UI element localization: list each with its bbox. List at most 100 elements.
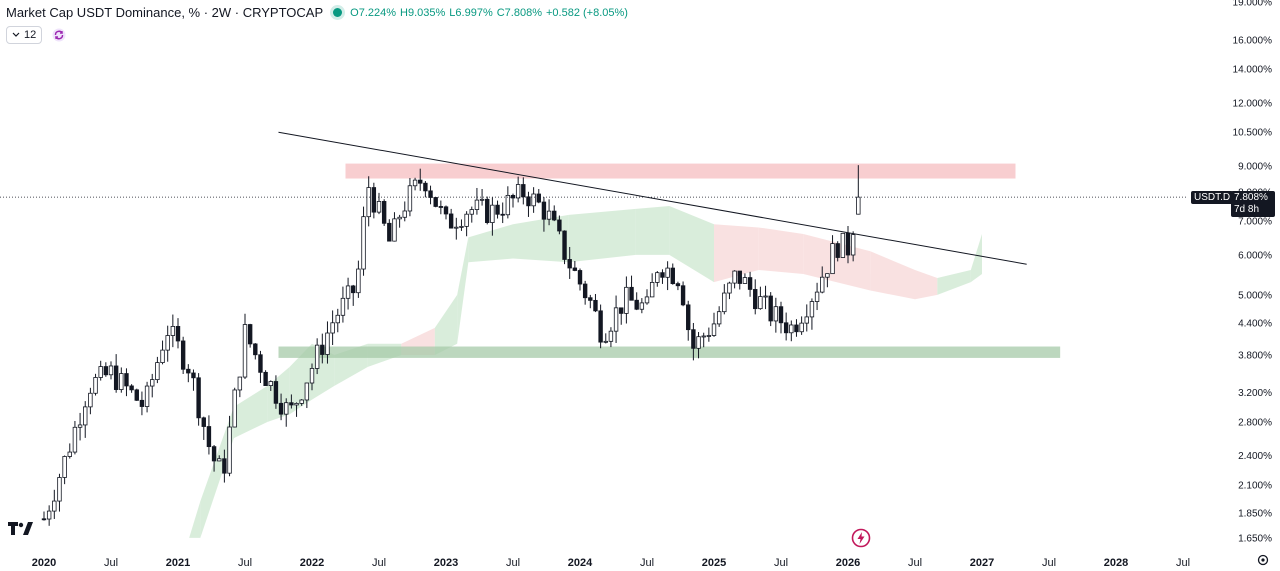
chart-header: Market Cap USDT Dominance, % · 2W · CRYP… bbox=[6, 5, 628, 20]
candle bbox=[88, 387, 93, 415]
trendline-layer bbox=[0, 131, 1188, 265]
candle bbox=[521, 177, 526, 205]
candle bbox=[325, 321, 330, 364]
cloud-segment bbox=[568, 208, 636, 263]
candle bbox=[144, 381, 150, 413]
tradingview-logo-icon[interactable] bbox=[8, 522, 34, 540]
change-value: +0.582 (+8.05%) bbox=[546, 6, 628, 19]
support-zone[interactable] bbox=[278, 346, 1061, 358]
ichimoku-cloud bbox=[189, 205, 982, 538]
candle bbox=[799, 316, 804, 335]
price-tick-label: 2.400% bbox=[1238, 451, 1272, 462]
candle bbox=[598, 304, 603, 349]
open-value: O7.224% bbox=[350, 6, 397, 19]
candle bbox=[742, 273, 748, 284]
candle bbox=[309, 363, 315, 391]
price-tick-label: 2.100% bbox=[1238, 481, 1272, 492]
resistance-zone[interactable] bbox=[345, 163, 1016, 179]
candle bbox=[196, 373, 201, 426]
time-tick-label: 2022 bbox=[300, 557, 324, 569]
time-tick-label: Jul bbox=[774, 557, 788, 569]
candle bbox=[825, 273, 830, 288]
candle bbox=[387, 219, 392, 242]
candle bbox=[237, 376, 243, 398]
cloud-segment bbox=[870, 251, 915, 300]
time-tick-label: 2025 bbox=[702, 557, 726, 569]
candle bbox=[129, 384, 134, 393]
candle bbox=[474, 187, 480, 215]
descending-trendline[interactable] bbox=[278, 131, 1027, 265]
interval-dropdown[interactable]: 12 bbox=[6, 26, 43, 44]
candle bbox=[165, 325, 170, 362]
candle bbox=[686, 300, 691, 341]
candle bbox=[314, 338, 320, 375]
candle bbox=[753, 279, 758, 315]
candle bbox=[562, 230, 567, 265]
candle bbox=[840, 232, 846, 258]
candle bbox=[732, 270, 737, 289]
symbol-title[interactable]: Market Cap USDT Dominance, % · 2W · CRYP… bbox=[6, 5, 324, 20]
candle bbox=[392, 212, 397, 242]
candle bbox=[809, 298, 815, 330]
candle bbox=[649, 273, 655, 298]
candle bbox=[464, 211, 469, 237]
candle bbox=[536, 189, 541, 204]
time-axis: 2020 Jul 2021 Jul 2022 Jul 2023 Jul 2024 Jul 2025 J… bbox=[32, 557, 1190, 569]
candle bbox=[340, 286, 346, 323]
candle bbox=[134, 388, 139, 401]
candle bbox=[546, 199, 552, 226]
candle bbox=[510, 193, 516, 208]
candle bbox=[670, 263, 675, 285]
price-tick-label: 16.000% bbox=[1233, 35, 1273, 46]
time-tick-label: Jul bbox=[1176, 557, 1190, 569]
candle bbox=[119, 367, 124, 393]
candle bbox=[418, 168, 423, 191]
price-tick-label: 2.800% bbox=[1238, 417, 1272, 428]
candle bbox=[706, 327, 712, 342]
candle bbox=[160, 340, 165, 365]
candle bbox=[830, 235, 835, 275]
candle bbox=[330, 310, 335, 345]
last-price-value: 7.808% bbox=[1234, 192, 1268, 203]
candle bbox=[155, 356, 160, 384]
candle bbox=[247, 323, 253, 348]
candle bbox=[737, 270, 742, 290]
gear-icon[interactable] bbox=[1256, 553, 1270, 567]
candle bbox=[758, 286, 763, 310]
sync-icon[interactable] bbox=[52, 28, 66, 42]
time-tick-label: 2027 bbox=[970, 557, 994, 569]
candle bbox=[515, 176, 521, 203]
candle bbox=[98, 360, 103, 381]
candle bbox=[722, 284, 727, 315]
candle bbox=[582, 280, 588, 305]
candle bbox=[820, 266, 825, 294]
cloud-segment bbox=[758, 227, 804, 274]
candle bbox=[459, 219, 464, 231]
candle bbox=[691, 322, 696, 361]
candle bbox=[495, 200, 500, 219]
candle bbox=[191, 369, 196, 391]
candle bbox=[72, 420, 78, 455]
candle bbox=[345, 277, 351, 310]
bar-countdown: 7d 8h bbox=[1234, 204, 1260, 215]
cloud-segment bbox=[803, 233, 871, 291]
candle bbox=[57, 473, 62, 512]
lightning-icon[interactable] bbox=[851, 528, 871, 548]
cloud-segment bbox=[468, 224, 513, 263]
cloud-segment bbox=[434, 294, 458, 355]
candle bbox=[850, 231, 856, 262]
interval-value: 12 bbox=[24, 29, 37, 41]
candle bbox=[83, 401, 88, 438]
time-tick-label: Jul bbox=[506, 557, 520, 569]
time-tick-label: 2020 bbox=[32, 557, 56, 569]
time-tick-label: 2028 bbox=[1104, 557, 1128, 569]
price-tick-label: 5.000% bbox=[1238, 290, 1272, 301]
candle bbox=[727, 281, 732, 300]
candle bbox=[588, 294, 593, 309]
candle bbox=[397, 214, 402, 228]
time-tick-label: 2023 bbox=[434, 557, 458, 569]
cloud-segment bbox=[635, 205, 670, 255]
symbol-price-badge: USDT.D bbox=[1191, 191, 1234, 204]
close-value: C7.808% bbox=[496, 6, 542, 19]
